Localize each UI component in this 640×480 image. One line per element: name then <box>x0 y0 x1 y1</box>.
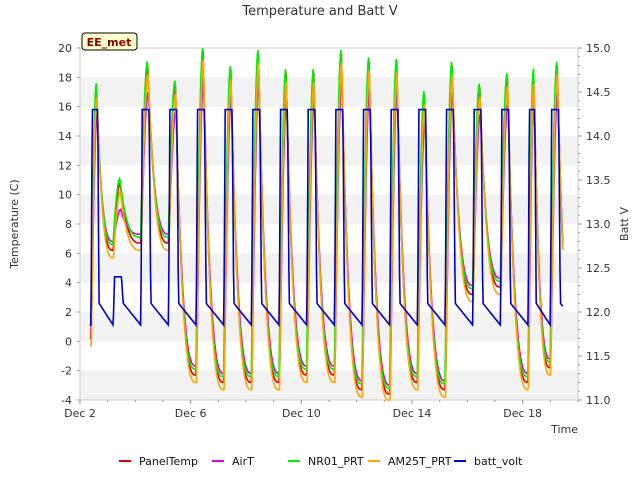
y-tick-label-left: 18 <box>58 71 72 84</box>
grid-band <box>80 136 578 166</box>
y-tick-label-right: 12.5 <box>586 262 611 275</box>
legend-label-paneltemp: PanelTemp <box>139 455 198 468</box>
left-y-axis: -4 -2 0 2 4 6 8 10 12 14 16 18 20 <box>58 42 80 407</box>
y-axis-title-left: Temperature (C) <box>8 179 21 269</box>
y-tick-label-left: 6 <box>65 247 72 260</box>
grid-band <box>80 312 578 342</box>
y-tick-label-left: 4 <box>65 277 72 290</box>
x-axis-title: Time <box>550 423 578 436</box>
y-tick-label-right: 14.0 <box>586 130 611 143</box>
grid-band <box>80 194 578 224</box>
station-badge-box <box>81 32 138 51</box>
x-axis: Dec 2 Dec 6 Dec 10 Dec 14 Dec 18 <box>64 400 579 420</box>
y-tick-label-right: 13.0 <box>586 218 611 231</box>
plot-bands <box>80 77 578 400</box>
y-tick-label-right: 13.5 <box>586 174 611 187</box>
y-tick-label-right: 12.0 <box>586 306 611 319</box>
legend-label-nr01-prt: NR01_PRT <box>308 455 364 468</box>
y-tick-label-left: -2 <box>61 365 72 378</box>
grid-band <box>80 253 578 283</box>
x-tick-label: Dec 18 <box>503 407 542 420</box>
chart-title: Temperature and Batt V <box>241 4 397 19</box>
x-tick-label: Dec 14 <box>393 407 432 420</box>
legend-label-batt-volt: batt_volt <box>474 455 523 468</box>
series-lines <box>89 47 564 401</box>
grid-band <box>80 77 578 107</box>
legend: PanelTemp AirT NR01_PRT AM25T_PRT batt_volt <box>119 455 523 468</box>
y-tick-label-left: -4 <box>61 394 72 407</box>
series-line-batt-volt <box>89 108 564 328</box>
y-tick-label-right: 11.5 <box>586 350 611 363</box>
station-badge-label: EE_met <box>87 36 132 49</box>
y-tick-label-right: 11.0 <box>586 394 611 407</box>
y-tick-label-left: 2 <box>65 306 72 319</box>
y-axis-title-right: Batt V <box>618 207 631 241</box>
right-y-axis: 11.0 11.5 12.0 12.5 13.0 13.5 14.0 14.5 15.0 <box>578 42 611 407</box>
x-tick-label: Dec 10 <box>282 407 321 420</box>
y-tick-label-left: 12 <box>58 159 72 172</box>
y-tick-label-left: 16 <box>58 101 72 114</box>
y-tick-label-left: 14 <box>58 130 72 143</box>
station-badge: EE_met <box>81 32 138 51</box>
y-tick-label-left: 20 <box>58 42 72 55</box>
legend-label-airt: AirT <box>232 455 254 468</box>
y-tick-label-left: 0 <box>65 335 72 348</box>
y-tick-label-right: 15.0 <box>586 42 611 55</box>
x-tick-label: Dec 6 <box>175 407 207 420</box>
y-tick-label-right: 14.5 <box>586 86 611 99</box>
y-tick-label-left: 8 <box>65 218 72 231</box>
y-tick-label-left: 10 <box>58 189 72 202</box>
x-tick-label: Dec 2 <box>64 407 96 420</box>
legend-label-am25t-prt: AM25T_PRT <box>388 455 452 468</box>
